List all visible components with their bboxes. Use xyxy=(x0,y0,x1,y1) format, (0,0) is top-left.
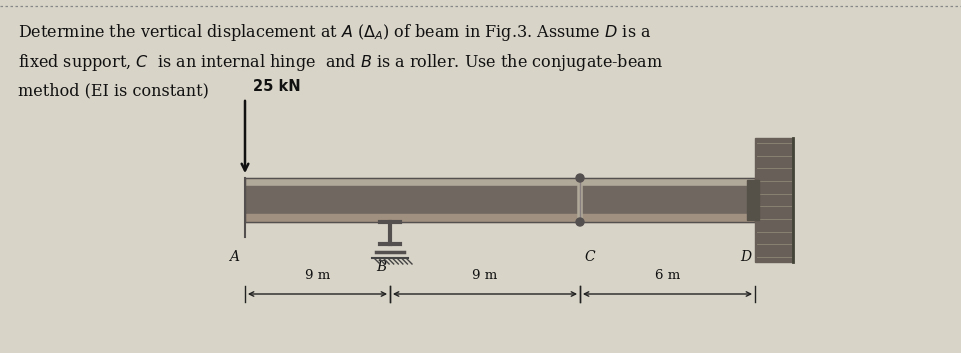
Circle shape xyxy=(576,218,584,226)
Text: A: A xyxy=(229,250,239,264)
Bar xyxy=(245,214,755,222)
Text: Determine the vertical displacement at $A$ ($\Delta_A$) of beam in Fig.3. Assume: Determine the vertical displacement at $… xyxy=(18,22,652,43)
Bar xyxy=(245,178,755,186)
Circle shape xyxy=(576,174,584,182)
Text: 9 m: 9 m xyxy=(305,269,331,282)
Text: 25 kN: 25 kN xyxy=(253,79,301,94)
Text: C: C xyxy=(584,250,595,264)
Bar xyxy=(245,186,755,214)
Bar xyxy=(747,180,759,220)
Text: method (EI is constant): method (EI is constant) xyxy=(18,82,209,99)
Text: B: B xyxy=(376,260,386,274)
Text: fixed support, $C$  is an internal hinge  and $B$ is a roller. Use the conjugate: fixed support, $C$ is an internal hinge … xyxy=(18,52,663,73)
Bar xyxy=(755,138,793,262)
Text: D: D xyxy=(740,250,751,264)
Text: 9 m: 9 m xyxy=(473,269,498,282)
Text: 6 m: 6 m xyxy=(654,269,680,282)
